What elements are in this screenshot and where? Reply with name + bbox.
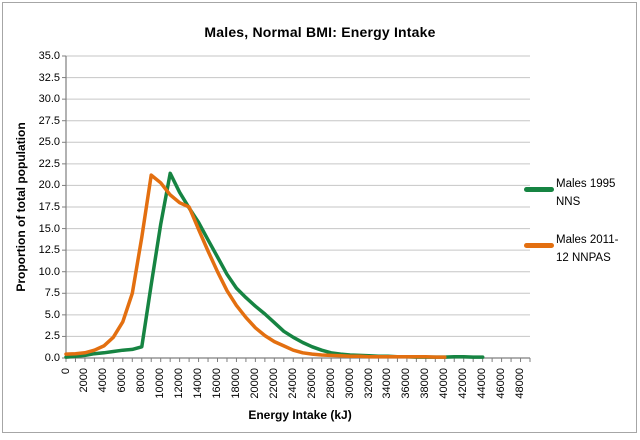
chart-title: Males, Normal BMI: Energy Intake <box>204 24 436 40</box>
x-tick-label: 0 <box>59 368 72 375</box>
legend-line-swatch <box>524 187 554 192</box>
legend-item: Males 1995 NNS <box>524 176 638 211</box>
legend-label: Males 1995 NNS <box>556 178 616 208</box>
y-tick-label: 5.0 <box>44 308 60 321</box>
chart-border <box>2 2 637 433</box>
legend: Males 1995 NNS Males 2011- 12 NNPAS <box>524 176 638 267</box>
y-tick-label: 15.0 <box>38 222 60 235</box>
y-tick-label: 7.5 <box>44 287 60 300</box>
legend-label: Males 2011- 12 NNPAS <box>556 234 619 264</box>
y-tick-label: 12.5 <box>38 244 60 257</box>
x-tick-label: 48000 <box>514 368 527 399</box>
y-tick-label: 30.0 <box>38 93 60 106</box>
y-tick-label: 17.5 <box>38 201 60 213</box>
x-axis-title: Energy Intake (kJ) <box>248 408 352 422</box>
y-tick-label: 20.0 <box>38 179 60 192</box>
y-tick-label: 32.5 <box>38 71 60 84</box>
y-tick-label: 27.5 <box>38 114 60 127</box>
series-line-males-1995-nns <box>64 171 485 359</box>
y-tick-label: 2.5 <box>44 330 60 343</box>
y-tick-label: 22.5 <box>38 157 60 170</box>
y-tick-label: 0.0 <box>44 352 60 364</box>
legend-item: Males 2011- 12 NNPAS <box>524 232 638 267</box>
y-tick-label: 10.0 <box>38 265 60 278</box>
series-line-males-2011-12-nnpas <box>64 173 447 359</box>
y-tick-label: 35.0 <box>38 50 60 62</box>
legend-line-swatch <box>524 243 554 248</box>
y-tick-label: 25.0 <box>38 136 60 149</box>
